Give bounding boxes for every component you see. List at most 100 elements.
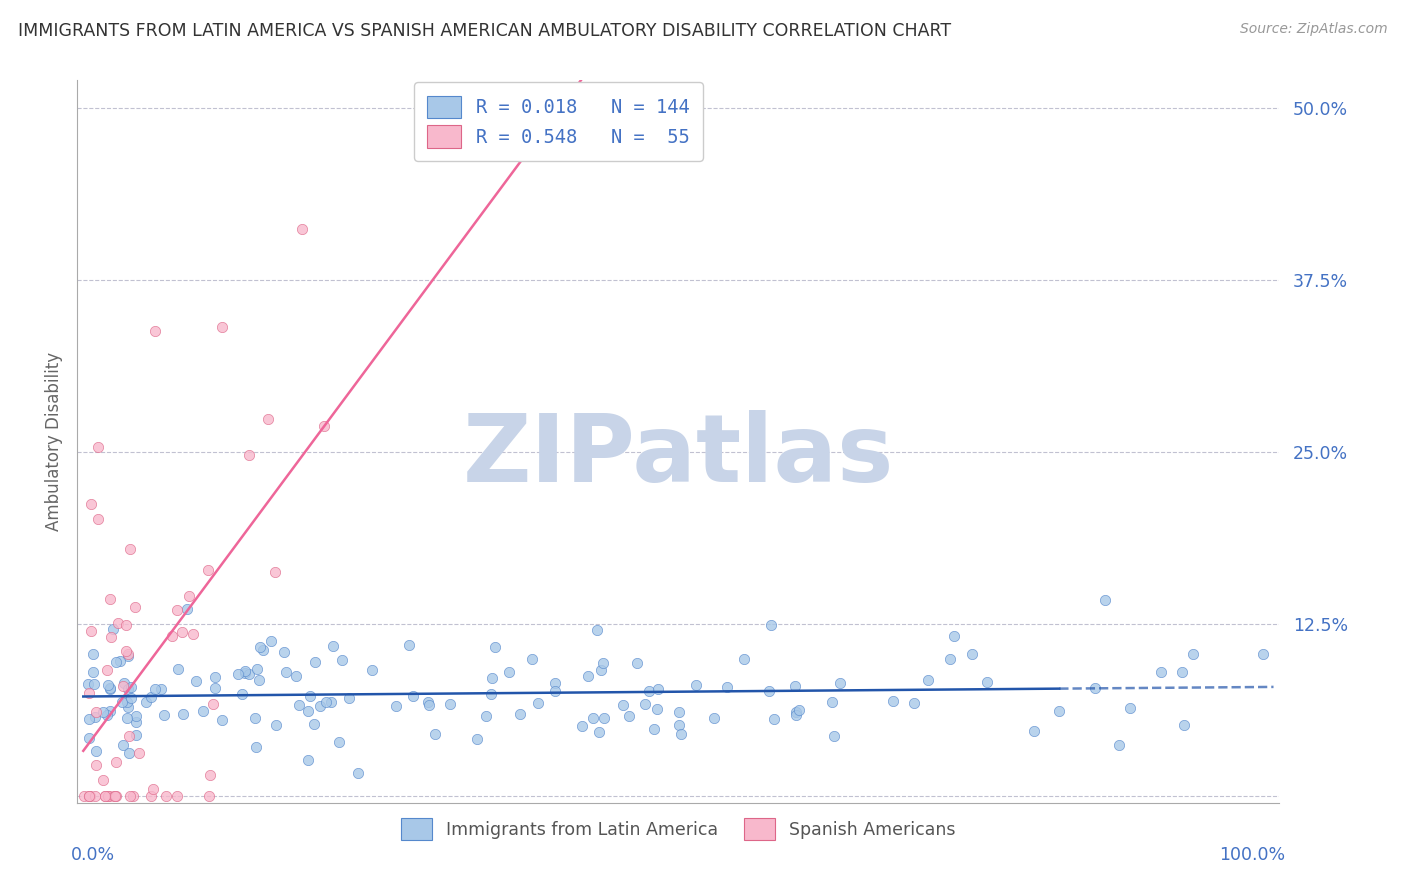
Point <box>882 694 904 708</box>
Point <box>1084 681 1107 695</box>
Point <box>418 698 440 712</box>
Point <box>191 704 214 718</box>
Point <box>84 709 107 723</box>
Point <box>962 647 984 661</box>
Point <box>276 665 298 679</box>
Point <box>80 624 103 639</box>
Point <box>107 615 129 630</box>
Point <box>588 724 610 739</box>
Point <box>125 714 148 729</box>
Point <box>297 704 319 718</box>
Point <box>166 789 188 803</box>
Point <box>77 712 100 726</box>
Point <box>101 622 124 636</box>
Point <box>139 789 162 803</box>
Point <box>238 448 260 462</box>
Point <box>643 723 665 737</box>
Point <box>385 698 408 713</box>
Point <box>125 728 148 742</box>
Point <box>669 727 692 741</box>
Point <box>322 640 344 654</box>
Point <box>112 739 135 753</box>
Point <box>115 695 138 709</box>
Point <box>243 711 266 725</box>
Point <box>481 671 503 685</box>
Point <box>943 629 966 643</box>
Point <box>112 676 135 690</box>
Point <box>589 663 612 677</box>
Point <box>245 739 267 754</box>
Point <box>785 706 807 720</box>
Point <box>117 700 139 714</box>
Point <box>479 687 502 701</box>
Point <box>235 665 257 679</box>
Point <box>785 707 807 722</box>
Point <box>73 789 96 803</box>
Point <box>939 652 962 666</box>
Point <box>475 708 498 723</box>
Point <box>98 592 121 607</box>
Point <box>592 656 614 670</box>
Point <box>828 675 851 690</box>
Point <box>304 655 326 669</box>
Point <box>117 647 139 661</box>
Point <box>544 684 567 698</box>
Point <box>330 652 353 666</box>
Point <box>703 711 725 725</box>
Point <box>91 772 114 787</box>
Point <box>634 697 657 711</box>
Point <box>84 705 107 719</box>
Point <box>104 756 127 770</box>
Point <box>264 718 287 732</box>
Point <box>976 674 998 689</box>
Point <box>98 682 121 697</box>
Point <box>543 675 565 690</box>
Point <box>347 765 370 780</box>
Point <box>80 497 103 511</box>
Point <box>527 697 550 711</box>
Point <box>104 655 127 669</box>
Point <box>177 589 200 603</box>
Point <box>111 695 134 709</box>
Point <box>759 618 782 632</box>
Point <box>117 682 139 697</box>
Y-axis label: Ambulatory Disability: Ambulatory Disability <box>45 352 63 531</box>
Point <box>87 512 110 526</box>
Point <box>291 221 314 235</box>
Point <box>204 669 226 683</box>
Point <box>83 789 105 803</box>
Point <box>402 689 425 703</box>
Point <box>97 678 120 692</box>
Point <box>264 566 287 580</box>
Point <box>252 643 274 657</box>
Point <box>309 699 332 714</box>
Point <box>1047 704 1070 718</box>
Point <box>314 418 336 433</box>
Point <box>117 648 139 663</box>
Point <box>115 710 138 724</box>
Point <box>647 681 669 696</box>
Point <box>124 600 146 615</box>
Point <box>211 713 233 727</box>
Point <box>315 695 337 709</box>
Point <box>360 664 382 678</box>
Point <box>398 638 420 652</box>
Point <box>484 640 506 654</box>
Point <box>465 732 488 747</box>
Text: ZIPatlas: ZIPatlas <box>463 410 894 502</box>
Point <box>98 704 121 718</box>
Point <box>142 782 165 797</box>
Point <box>87 440 110 454</box>
Point <box>172 625 194 640</box>
Point <box>439 697 461 711</box>
Point <box>84 744 107 758</box>
Point <box>297 753 319 767</box>
Point <box>128 746 150 760</box>
Point <box>520 652 543 666</box>
Point <box>1024 724 1046 739</box>
Point <box>226 666 249 681</box>
Point <box>104 789 127 803</box>
Point <box>120 789 142 803</box>
Point <box>166 662 188 676</box>
Point <box>273 645 295 659</box>
